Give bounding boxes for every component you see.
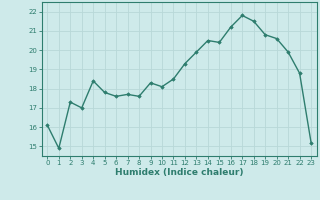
X-axis label: Humidex (Indice chaleur): Humidex (Indice chaleur) <box>115 168 244 177</box>
